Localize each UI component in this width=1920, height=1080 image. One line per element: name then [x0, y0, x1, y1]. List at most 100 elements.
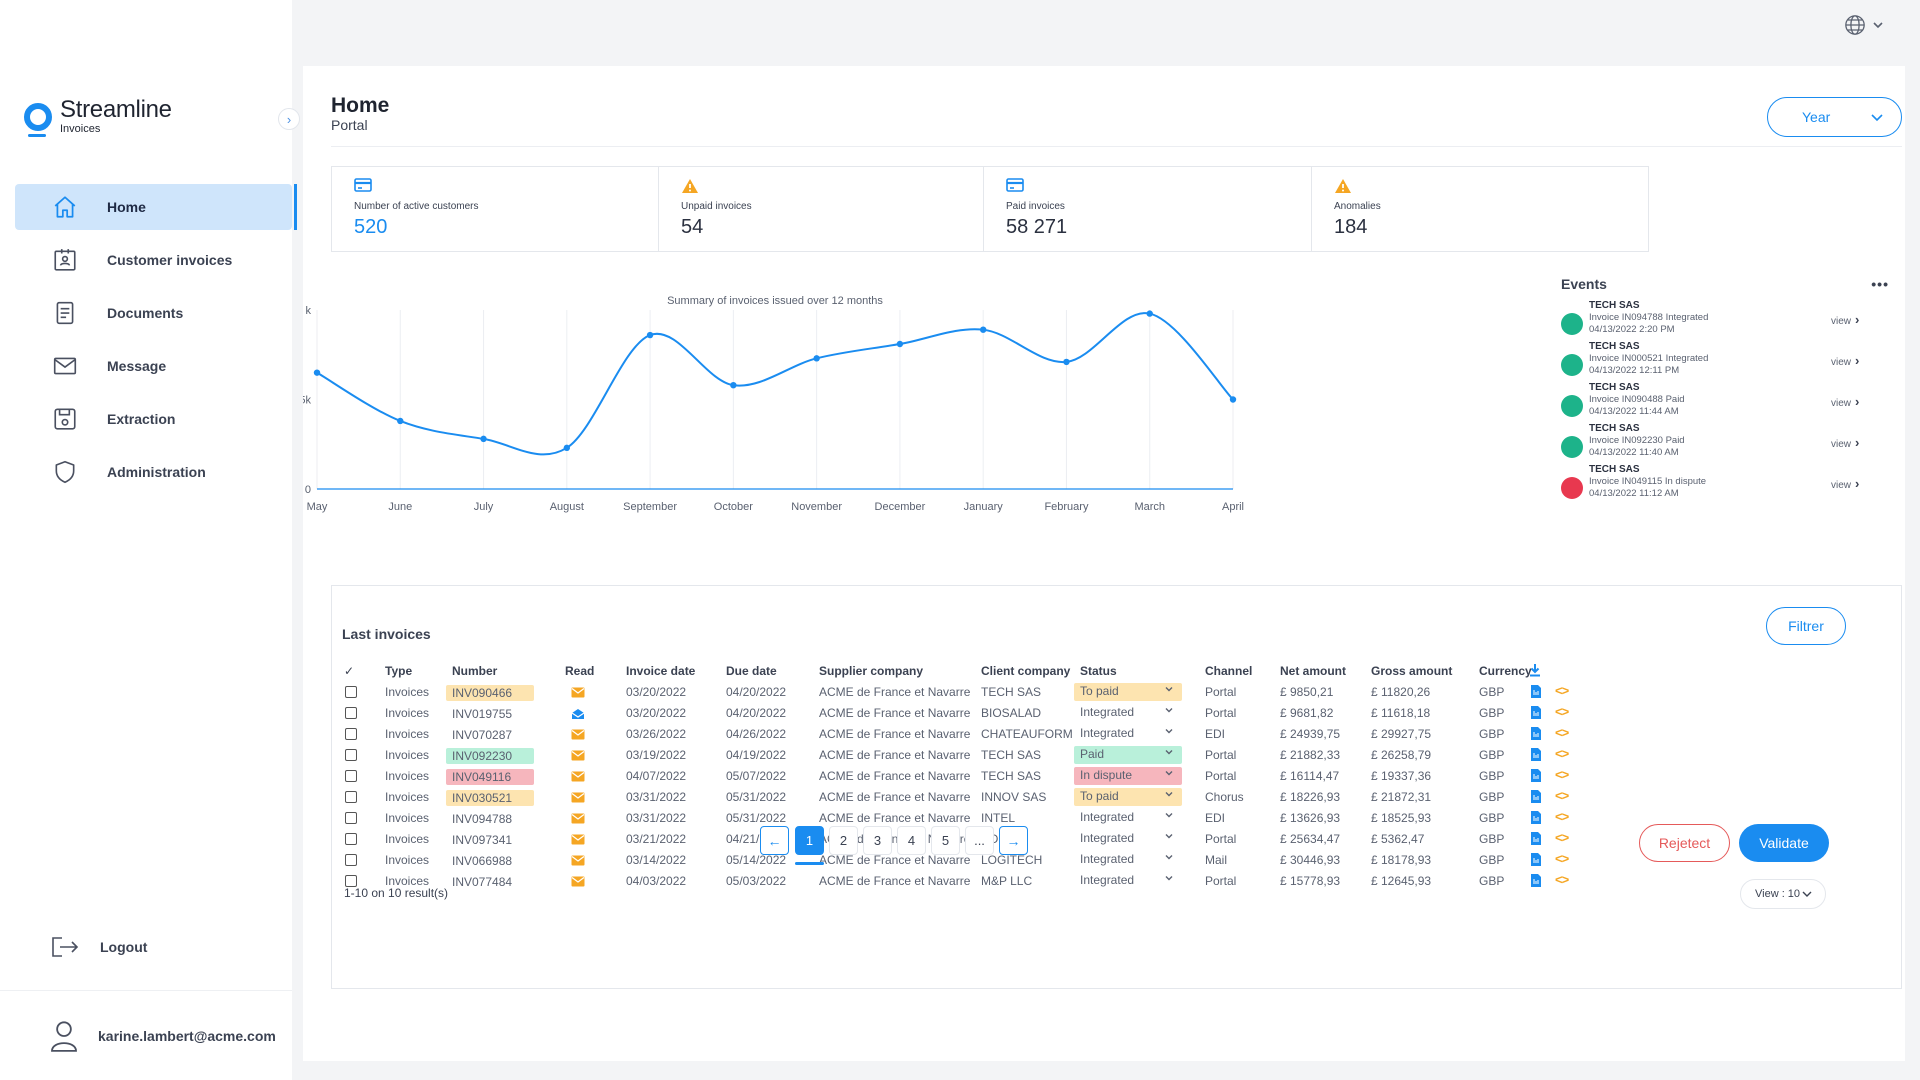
column-header[interactable]: Gross amount	[1371, 664, 1453, 678]
page-button[interactable]: 3	[863, 826, 892, 855]
code-icon[interactable]: <>	[1555, 851, 1569, 866]
status-select[interactable]: To paid	[1074, 788, 1182, 806]
column-header[interactable]: Due date	[726, 664, 777, 678]
file-icon[interactable]	[1530, 684, 1542, 699]
event-item[interactable]: TECH SAS Invoice IN092230 Paid 04/13/2022 …	[1561, 423, 1901, 467]
cell-number[interactable]: INV097341	[452, 833, 513, 847]
sidebar-item-extraction[interactable]: Extraction	[15, 396, 292, 442]
page-button[interactable]: 1	[795, 826, 824, 855]
table-row[interactable]: Invoices INV049116 04/07/2022 05/07/2022 ACM…	[332, 766, 1903, 788]
column-header[interactable]: Net amount	[1280, 664, 1346, 678]
kpi-active-customers[interactable]: Number of active customers 520	[331, 166, 669, 252]
status-select[interactable]: Integrated	[1074, 851, 1182, 869]
table-row[interactable]: Invoices INV019755 03/20/2022 04/20/2022 ACM…	[332, 703, 1903, 725]
page-button[interactable]: 2	[829, 826, 858, 855]
file-icon[interactable]	[1530, 810, 1542, 825]
row-checkbox[interactable]	[345, 791, 357, 803]
row-checkbox[interactable]	[345, 854, 357, 866]
cell-number[interactable]: INV049116	[446, 769, 534, 785]
sidebar-item-customer-invoices[interactable]: Customer invoices	[15, 237, 292, 283]
code-icon[interactable]: <>	[1555, 704, 1569, 719]
period-select[interactable]: Year	[1767, 97, 1902, 137]
column-header[interactable]: Supplier company	[819, 664, 924, 678]
page-button[interactable]: 4	[897, 826, 926, 855]
code-icon[interactable]: <>	[1555, 872, 1569, 887]
column-header[interactable]: Status	[1080, 664, 1117, 678]
event-view-link[interactable]: view ›	[1831, 435, 1859, 450]
event-view-link[interactable]: view ›	[1831, 394, 1859, 409]
event-item[interactable]: TECH SAS Invoice IN090488 Paid 04/13/2022 …	[1561, 382, 1901, 426]
table-row[interactable]: Invoices INV066988 03/14/2022 05/14/2022 ACM…	[332, 850, 1903, 872]
language-selector[interactable]	[1844, 14, 1884, 36]
table-row[interactable]: Invoices INV092230 03/19/2022 04/19/2022 ACM…	[332, 745, 1903, 767]
file-icon[interactable]	[1530, 705, 1542, 720]
event-view-link[interactable]: view ›	[1831, 476, 1859, 491]
status-select[interactable]: Paid	[1074, 746, 1182, 764]
row-checkbox[interactable]	[345, 707, 357, 719]
sidebar-item-administration[interactable]: Administration	[15, 449, 292, 495]
table-row[interactable]: Invoices INV030521 03/31/2022 05/31/2022 ACM…	[332, 787, 1903, 809]
code-icon[interactable]: <>	[1555, 746, 1569, 761]
filter-button[interactable]: Filtrer	[1766, 607, 1846, 645]
cell-number[interactable]: INV092230	[446, 748, 534, 764]
previous-page-button[interactable]: ←	[760, 826, 789, 855]
cell-number[interactable]: INV077484	[452, 875, 513, 889]
table-row[interactable]: Invoices INV094788 03/31/2022 05/31/2022 ACM…	[332, 808, 1903, 830]
page-button[interactable]: ...	[965, 826, 994, 855]
cell-number[interactable]: INV019755	[452, 707, 513, 721]
column-header[interactable]: Type	[385, 664, 413, 678]
status-select[interactable]: Integrated	[1074, 704, 1182, 722]
code-icon[interactable]: <>	[1555, 809, 1569, 824]
code-icon[interactable]: <>	[1555, 767, 1569, 782]
column-header[interactable]: Channel	[1205, 664, 1253, 678]
table-row[interactable]: Invoices INV090466 03/20/2022 04/20/2022 ACM…	[332, 682, 1903, 704]
kpi-paid-invoices[interactable]: Paid invoices 58 271	[983, 166, 1321, 252]
sidebar-collapse-button[interactable]: ›	[278, 108, 300, 130]
column-header[interactable]: Currency	[1479, 664, 1532, 678]
cell-number[interactable]: INV066988	[452, 854, 513, 868]
row-checkbox[interactable]	[345, 686, 357, 698]
column-header[interactable]: Number	[452, 664, 498, 678]
cell-number[interactable]: INV094788	[452, 812, 513, 826]
file-icon[interactable]	[1530, 747, 1542, 762]
row-checkbox[interactable]	[345, 770, 357, 782]
validate-button[interactable]: Validate	[1739, 824, 1829, 862]
column-header[interactable]: Client company	[981, 664, 1071, 678]
event-view-link[interactable]: view ›	[1831, 353, 1859, 368]
brand[interactable]: Streamline Invoices	[24, 98, 172, 137]
event-item[interactable]: TECH SAS Invoice IN000521 Integrated 04/13…	[1561, 341, 1901, 385]
status-select[interactable]: In dispute	[1074, 767, 1182, 785]
cell-number[interactable]: INV090466	[446, 685, 534, 701]
column-header[interactable]: Invoice date	[626, 664, 696, 678]
code-icon[interactable]: <>	[1555, 683, 1569, 698]
event-item[interactable]: TECH SAS Invoice IN049115 In dispute 04/13…	[1561, 464, 1901, 508]
download-icon[interactable]	[1529, 663, 1541, 680]
code-icon[interactable]: <>	[1555, 725, 1569, 740]
event-view-link[interactable]: view ›	[1831, 312, 1859, 327]
status-select[interactable]: Integrated	[1074, 809, 1182, 827]
kpi-unpaid-invoices[interactable]: Unpaid invoices 54	[658, 166, 996, 252]
file-icon[interactable]	[1530, 873, 1542, 888]
table-row[interactable]: Invoices INV070287 03/26/2022 04/26/2022 ACM…	[332, 724, 1903, 746]
sidebar-item-message[interactable]: Message	[15, 343, 292, 389]
reject-button[interactable]: Rejetect	[1639, 824, 1730, 862]
file-icon[interactable]	[1530, 831, 1542, 846]
more-options-icon[interactable]: •••	[1871, 276, 1889, 292]
user-profile[interactable]: karine.lambert@acme.com	[0, 990, 292, 1080]
code-icon[interactable]: <>	[1555, 830, 1569, 845]
row-checkbox[interactable]	[345, 749, 357, 761]
status-select[interactable]: Integrated	[1074, 830, 1182, 848]
table-row[interactable]: Invoices INV077484 04/03/2022 05/03/2022 ACM…	[332, 871, 1903, 893]
row-checkbox[interactable]	[345, 833, 357, 845]
page-button[interactable]: 5	[931, 826, 960, 855]
cell-number[interactable]: INV070287	[452, 728, 513, 742]
row-checkbox[interactable]	[345, 728, 357, 740]
logout-button[interactable]: Logout	[50, 934, 147, 960]
status-select[interactable]: To paid	[1074, 683, 1182, 701]
event-item[interactable]: TECH SAS Invoice IN094788 Integrated 04/13…	[1561, 300, 1901, 344]
select-all-checkmark-icon[interactable]: ✓	[344, 664, 355, 678]
code-icon[interactable]: <>	[1555, 788, 1569, 803]
file-icon[interactable]	[1530, 768, 1542, 783]
status-select[interactable]: Integrated	[1074, 872, 1182, 890]
cell-number[interactable]: INV030521	[446, 790, 534, 806]
